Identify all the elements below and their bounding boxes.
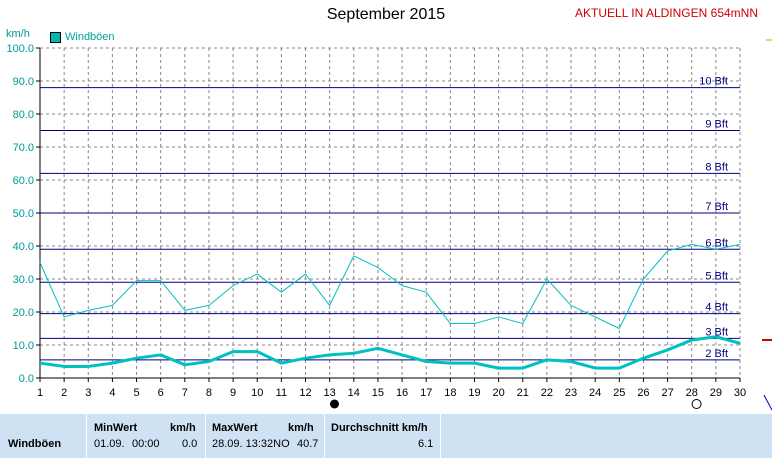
avg-value: 6.1: [418, 438, 434, 450]
x-tick-label: 3: [85, 387, 91, 399]
y-tick-label: 40.0: [13, 241, 34, 253]
stats-table: [0, 414, 772, 458]
min-time: 00:00: [132, 438, 160, 450]
beaufort-label: 2 Bft: [705, 348, 728, 360]
max-datetime: 28.09. 13:32NO: [212, 438, 290, 450]
y-tick-label: 70.0: [13, 142, 34, 154]
legend-label: Windböen: [65, 31, 115, 43]
x-tick-label: 14: [348, 387, 360, 399]
x-tick-label: 27: [661, 387, 673, 399]
beaufort-label: 10 Bft: [699, 76, 728, 88]
station-label: AKTUELL IN ALDINGEN 654mNN: [575, 6, 758, 20]
beaufort-label: 5 Bft: [705, 270, 728, 282]
y-axis-unit: km/h: [6, 28, 30, 40]
y-tick-label: 60.0: [13, 175, 34, 187]
right-edge-decoration: [762, 39, 772, 411]
min-value: 0.0: [182, 438, 198, 450]
x-tick-label: 17: [420, 387, 432, 399]
marker-filled-circle: [329, 399, 339, 409]
y-tick-label: 30.0: [13, 274, 34, 286]
max-unit: km/h: [288, 422, 314, 434]
x-tick-label: 10: [251, 387, 263, 399]
y-tick-label: 20.0: [13, 307, 34, 319]
chart-title: September 2015: [326, 6, 446, 23]
y-tick-label: 90.0: [13, 76, 34, 88]
x-tick-label: 13: [324, 387, 336, 399]
x-tick-label: 16: [396, 387, 408, 399]
x-tick-label: 22: [541, 387, 553, 399]
beaufort-label: 8 Bft: [705, 161, 728, 173]
series-line-thick: [39, 335, 741, 370]
legend-swatch: [50, 31, 61, 43]
max-header: MaxWert: [212, 422, 258, 434]
table-separator: [205, 414, 206, 458]
x-tick-label: 23: [565, 387, 577, 399]
marker-open-circle: [691, 399, 702, 409]
x-tick-label: 12: [299, 387, 311, 399]
beaufort-label: 9 Bft: [705, 119, 728, 131]
x-tick-label: 26: [637, 387, 649, 399]
y-tick-label: 10.0: [13, 340, 34, 352]
min-date: 01.09.: [94, 438, 125, 450]
x-tick-label: 29: [710, 387, 722, 399]
y-tick-label: 0.0: [19, 373, 34, 385]
beaufort-label: 6 Bft: [705, 237, 728, 249]
x-tick-label: 15: [372, 387, 384, 399]
x-tick-label: 21: [517, 387, 529, 399]
x-tick-label: 20: [492, 387, 504, 399]
chart-area: 2 Bft 3 Bft 4 Bft 5 Bft 6 Bft 7 Bft 8 Bft 9 Bft…: [6, 39, 772, 411]
y-tick-label: 100.0: [6, 43, 34, 55]
series-line-windboeen: [39, 243, 741, 329]
x-tick-label: 25: [613, 387, 625, 399]
y-tick-label: 80.0: [13, 109, 34, 121]
row-label: Windböen: [8, 438, 62, 450]
table-separator: [86, 414, 87, 458]
min-unit: km/h: [170, 422, 196, 434]
x-tick-label: 11: [276, 387, 287, 399]
x-tick-label: 4: [109, 387, 115, 399]
legend: Windböen: [50, 31, 115, 43]
x-tick-label: 5: [133, 387, 139, 399]
series-lines: [39, 243, 741, 370]
beaufort-label: 7 Bft: [705, 201, 728, 213]
x-tick-label: 19: [468, 387, 480, 399]
x-tick-label: 24: [589, 387, 601, 399]
x-tick-label: 8: [206, 387, 212, 399]
x-tick-label: 7: [182, 387, 188, 399]
x-tick-label: 2: [61, 387, 67, 399]
table-separator: [324, 414, 325, 458]
x-tick-label: 18: [444, 387, 456, 399]
min-header: MinWert: [94, 422, 138, 434]
avg-header: Durchschnitt km/h: [331, 422, 428, 434]
x-tick-label: 30: [734, 387, 746, 399]
max-value: 40.7: [297, 438, 319, 450]
y-tick-label: 50.0: [13, 208, 34, 220]
x-tick-label: 6: [158, 387, 164, 399]
axes: 1 2 3 4 5 6 7 8 9 10 11 12 13 14 15 16 17 18 19 20 21 22 23 24 2…: [6, 43, 746, 399]
markers: [329, 399, 702, 409]
x-tick-label: 9: [230, 387, 236, 399]
x-tick-label: 1: [37, 387, 43, 399]
beaufort-label: 4 Bft: [705, 302, 728, 314]
beaufort-label: 3 Bft: [705, 326, 728, 338]
beaufort-lines: 2 Bft 3 Bft 4 Bft 5 Bft 6 Bft 7 Bft 8 Bft 9 Bft…: [40, 76, 740, 361]
x-tick-label: 28: [686, 387, 698, 399]
table-separator: [440, 414, 441, 458]
